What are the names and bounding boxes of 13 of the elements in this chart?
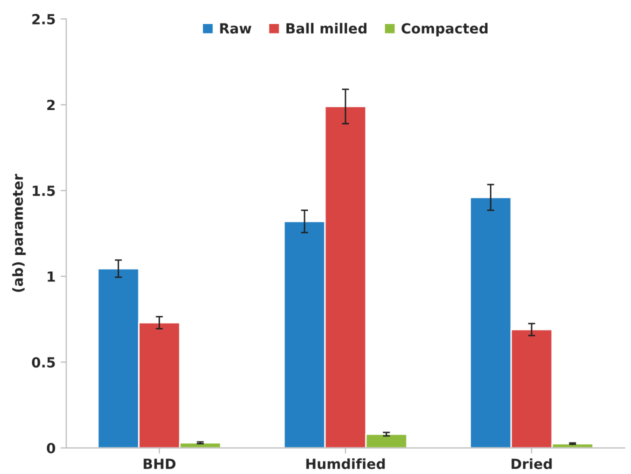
y-tick-label: 2.5 <box>32 14 55 24</box>
legend-label: Ball milled <box>286 22 366 34</box>
legend-label: Raw <box>220 23 252 34</box>
y-tick-label: 0.5 <box>32 357 55 368</box>
y-axis-title: (ab) parameter <box>12 174 26 292</box>
x-tick-label: BHD <box>144 458 176 469</box>
x-tick-label: Humdified <box>306 458 385 470</box>
y-tick-label: 2 <box>47 100 55 110</box>
y-tick-label: 1 <box>48 271 55 282</box>
legend-label: Compacted <box>402 22 488 36</box>
y-tick-label: 1.5 <box>32 186 55 196</box>
x-tick-label: Dried <box>512 458 552 470</box>
y-tick-label: 0 <box>46 442 56 454</box>
